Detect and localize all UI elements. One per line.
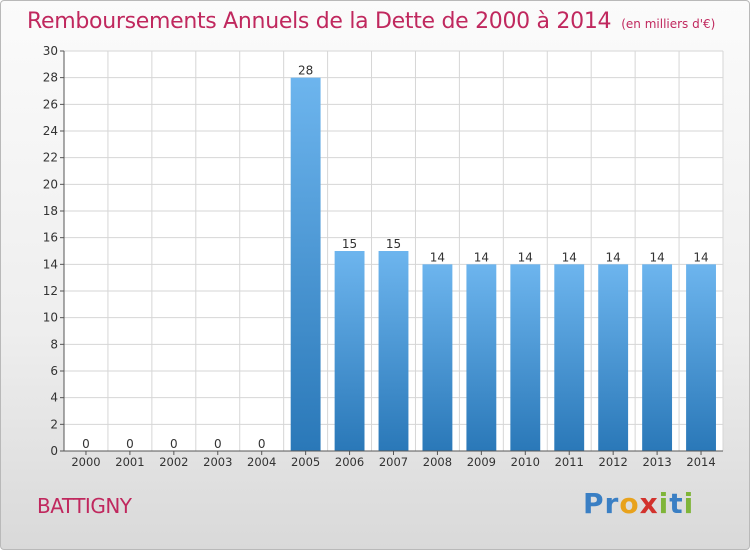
y-tick-label: 6 — [50, 364, 58, 378]
y-tick-label: 26 — [43, 97, 58, 111]
bar — [642, 264, 673, 451]
x-tick-label: 2003 — [203, 455, 232, 469]
bar — [466, 264, 497, 451]
data-label: 14 — [693, 250, 708, 264]
data-label: 15 — [386, 237, 401, 251]
data-label: 28 — [298, 64, 313, 78]
data-label: 15 — [342, 237, 357, 251]
data-label: 14 — [606, 250, 621, 264]
y-tick-label: 24 — [43, 124, 58, 138]
y-tick-label: 14 — [43, 257, 58, 271]
chart-unit: (en milliers d'€) — [621, 17, 716, 31]
data-labels: 0 0 0 0 0 28 15 15 14 14 14 14 14 14 14 — [82, 64, 709, 451]
data-label: 14 — [649, 250, 664, 264]
data-label: 0 — [82, 437, 90, 451]
y-tick-label: 4 — [50, 391, 58, 405]
x-tick-label: 2000 — [71, 455, 100, 469]
logo-letter: x — [639, 487, 659, 520]
y-tick-label: 0 — [50, 444, 58, 458]
x-tick-label: 2002 — [159, 455, 188, 469]
x-tick-label: 2008 — [423, 455, 452, 469]
bars — [290, 77, 716, 452]
y-tick-label: 16 — [43, 231, 58, 245]
x-tick-label: 2009 — [467, 455, 496, 469]
bar — [334, 251, 365, 451]
bar — [554, 264, 585, 451]
logo-letter: i — [658, 487, 670, 520]
bar — [422, 264, 453, 451]
x-tick-label: 2010 — [511, 455, 540, 469]
x-tick-label: 2005 — [291, 455, 320, 469]
y-tick-label: 18 — [43, 204, 58, 218]
commune-name: BATTIGNY — [37, 494, 132, 518]
y-tick-label: 10 — [43, 311, 58, 325]
bar — [510, 264, 541, 451]
y-tick-label: 22 — [43, 151, 58, 165]
data-label: 14 — [518, 250, 533, 264]
x-tick-label: 2006 — [335, 455, 364, 469]
x-tick-label: 2011 — [555, 455, 584, 469]
x-tick-label: 2013 — [642, 455, 671, 469]
bar — [378, 251, 409, 451]
x-tick-label: 2012 — [599, 455, 628, 469]
chart-title-text: Remboursements Annuels de la Dette de 20… — [27, 9, 612, 34]
data-label: 14 — [474, 250, 489, 264]
bar — [290, 77, 321, 452]
proxiti-logo: Proxiti — [583, 487, 694, 520]
data-label: 0 — [126, 437, 134, 451]
bar — [598, 264, 629, 451]
data-label: 14 — [562, 250, 577, 264]
y-tick-label: 20 — [43, 177, 58, 191]
chart-title: Remboursements Annuels de la Dette de 20… — [27, 9, 715, 34]
y-tick-label: 8 — [50, 337, 58, 351]
logo-letter: t — [669, 487, 684, 520]
data-label: 0 — [214, 437, 222, 451]
logo-letter: P — [583, 487, 605, 520]
y-tick-label: 12 — [43, 284, 58, 298]
data-label: 0 — [258, 437, 266, 451]
logo-letter: o — [619, 487, 640, 520]
x-tick-label: 2001 — [115, 455, 144, 469]
data-label: 14 — [430, 250, 445, 264]
data-label: 0 — [170, 437, 178, 451]
logo-letter: r — [604, 487, 620, 520]
x-tick-label: 2007 — [379, 455, 408, 469]
y-tick-label: 2 — [50, 417, 58, 431]
y-tick-label: 28 — [43, 71, 58, 85]
x-tick-label: 2014 — [686, 455, 715, 469]
x-tick-label: 2004 — [247, 455, 276, 469]
logo-letter: i — [683, 487, 695, 520]
y-tick-label: 30 — [43, 44, 58, 58]
bar — [686, 264, 716, 451]
